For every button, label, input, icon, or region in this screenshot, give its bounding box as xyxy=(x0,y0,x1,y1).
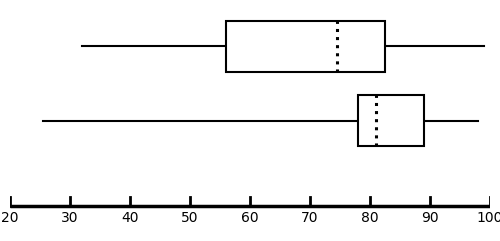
Bar xyxy=(358,95,424,146)
Text: 50: 50 xyxy=(181,211,199,225)
Bar xyxy=(226,21,385,72)
Text: 40: 40 xyxy=(121,211,139,225)
Text: 80: 80 xyxy=(361,211,379,225)
Text: 90: 90 xyxy=(421,211,439,225)
Text: 60: 60 xyxy=(241,211,259,225)
Text: 70: 70 xyxy=(301,211,319,225)
Text: 30: 30 xyxy=(61,211,79,225)
Text: 20: 20 xyxy=(1,211,19,225)
Text: 100: 100 xyxy=(477,211,500,225)
